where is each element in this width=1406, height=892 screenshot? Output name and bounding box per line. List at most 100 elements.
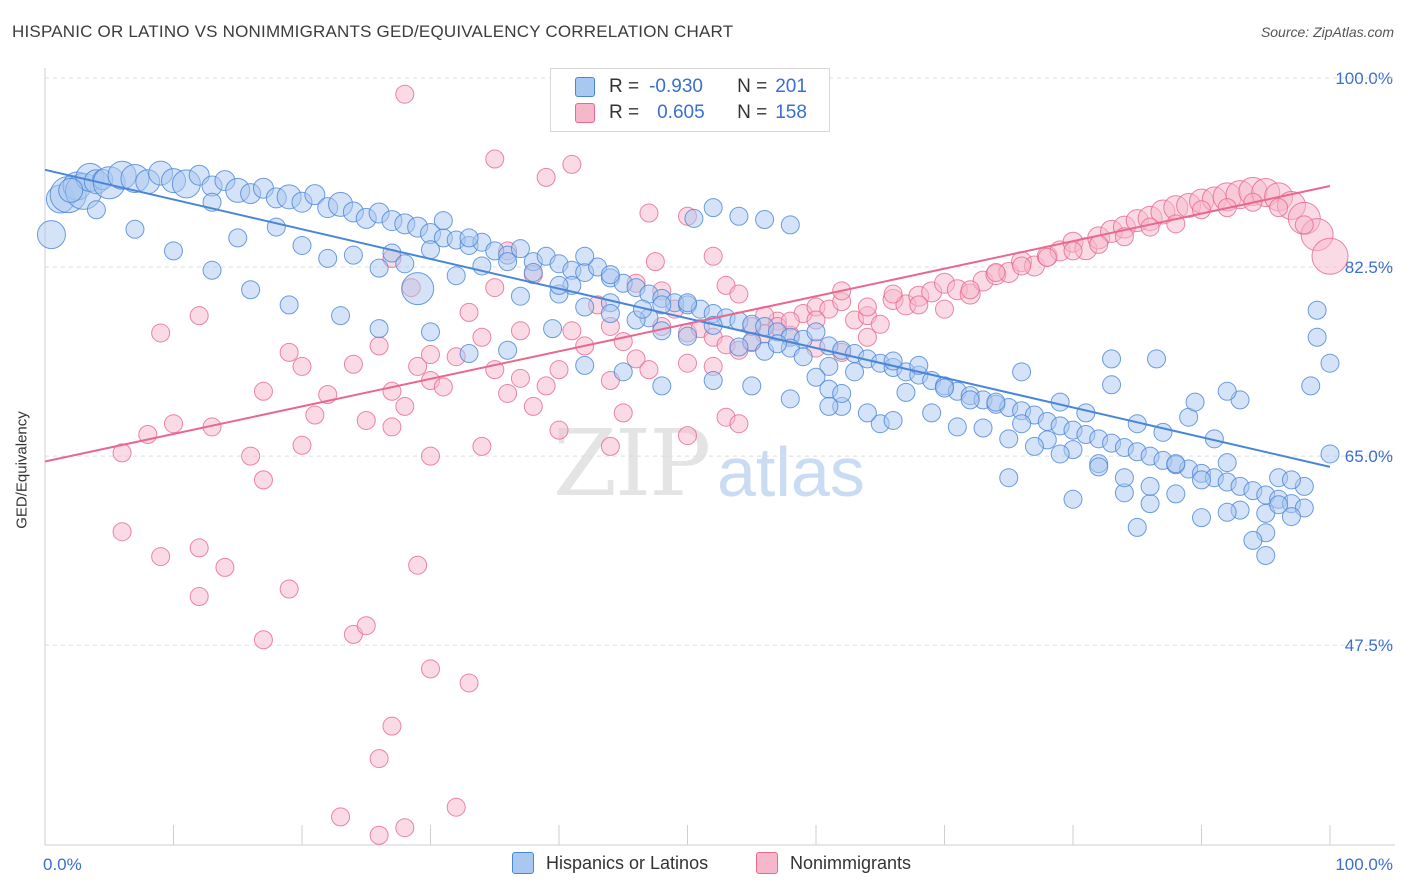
legend-n-value-2: 158 <box>775 102 807 123</box>
hispanic-point <box>266 217 286 237</box>
hispanic-point <box>742 376 762 396</box>
nonimmigrant-point <box>215 557 235 577</box>
nonimmigrant-trend-line <box>44 185 1331 463</box>
nonimmigrant-point <box>253 381 273 401</box>
nonimmigrant-point <box>1192 200 1211 220</box>
nonimmigrant-point <box>189 587 209 607</box>
nonimmigrant-point <box>112 522 132 542</box>
hispanic-point <box>703 198 723 218</box>
hispanic-point <box>1166 454 1186 474</box>
hispanic-point <box>510 286 530 306</box>
hispanic-point <box>922 403 942 423</box>
nonimmigrant-point <box>857 327 877 347</box>
bottom-legend-hispanics[interactable]: Hispanics or Latinos <box>512 852 708 874</box>
nonimmigrant-point <box>305 405 325 425</box>
nonimmigrant-point <box>510 321 530 341</box>
hispanic-point <box>1012 414 1032 434</box>
hispanic-point <box>523 262 543 282</box>
hispanic-point <box>228 228 248 248</box>
hispanic-point <box>1320 353 1340 373</box>
nonimmigrant-point <box>549 360 569 380</box>
source-label: Source: ZipAtlas.com <box>1260 24 1394 40</box>
nonimmigrant-point <box>241 446 261 466</box>
legend-n-value-1: 201 <box>775 76 807 97</box>
nonimmigrant-point <box>421 345 440 365</box>
hispanic-point <box>652 376 672 396</box>
nonimmigrant-point <box>703 246 723 266</box>
hispanic-point <box>241 280 261 300</box>
nonimmigrant-point <box>408 555 428 575</box>
nonimmigrant-point <box>369 825 389 845</box>
hispanic-point <box>401 272 435 306</box>
y-tick-label: 82.5% <box>1345 258 1393 277</box>
hispanic-point <box>780 215 800 235</box>
hispanic-point <box>883 410 903 430</box>
hispanic-point <box>575 246 595 266</box>
nonimmigrant-point <box>331 807 351 827</box>
hispanic-point <box>1307 300 1327 320</box>
legend-n-label-1: N = <box>737 76 768 97</box>
nonimmigrant-point <box>1012 256 1032 276</box>
nonimmigrant-point <box>189 538 209 558</box>
hispanic-point <box>999 468 1019 488</box>
hispanic-point <box>600 265 620 285</box>
nonimmigrant-point <box>356 616 376 636</box>
hispanic-point <box>1301 376 1321 396</box>
nonimmigrant-point <box>382 716 402 736</box>
legend-row-nonimmigrants: R = 0.605 N = 158 <box>575 101 807 125</box>
nonimmigrant-point <box>857 297 877 317</box>
legend-swatch-pink <box>575 103 595 123</box>
nonimmigrant-point <box>485 278 505 298</box>
nonimmigrant-point <box>343 354 363 374</box>
hispanic-point <box>1102 349 1122 369</box>
nonimmigrant-point <box>536 167 556 187</box>
hispanic-point <box>369 258 389 278</box>
nonimmigrant-point <box>459 673 479 693</box>
nonimmigrant-point <box>395 84 415 104</box>
nonimmigrant-point <box>883 284 903 304</box>
hispanic-point <box>1217 381 1237 401</box>
hispanic-point <box>729 337 749 357</box>
nonimmigrant-point <box>510 368 530 388</box>
nonimmigrant-point <box>369 336 389 356</box>
hispanic-point <box>832 383 852 403</box>
hispanic-point <box>549 275 569 295</box>
hispanic-point <box>1050 444 1070 464</box>
nonimmigrant-point <box>639 203 659 223</box>
hispanic-point <box>433 211 453 231</box>
hispanic-point <box>36 220 66 250</box>
nonimmigrant-point <box>279 579 299 599</box>
hispanic-point <box>369 319 389 339</box>
hispanic-point <box>421 322 440 342</box>
hispanic-point <box>331 306 351 326</box>
nonimmigrant-point <box>678 353 697 373</box>
nonimmigrant-point <box>485 149 505 169</box>
hispanic-point <box>1102 375 1122 395</box>
x-tick-label-max: 100.0% <box>1335 855 1393 874</box>
y-tick-label: 47.5% <box>1345 636 1393 655</box>
legend-r-value-2: 0.605 <box>657 102 705 123</box>
hispanic-point <box>510 239 530 259</box>
hispanic-point <box>857 403 877 423</box>
nonimmigrant-point <box>356 410 376 430</box>
hispanic-point <box>684 208 704 228</box>
hispanic-point <box>999 429 1019 449</box>
nonimmigrant-point <box>523 396 543 416</box>
hispanic-point <box>1063 489 1083 509</box>
nonimmigrant-point <box>395 818 415 838</box>
hispanic-point <box>164 241 183 261</box>
x-tick-label-min: 0.0% <box>43 855 82 874</box>
nonimmigrant-point <box>292 435 312 455</box>
hispanic-point <box>575 297 595 317</box>
watermark-atlas: atlas <box>717 433 865 511</box>
bottom-legend-nonimmigrants[interactable]: Nonimmigrants <box>756 852 911 874</box>
nonimmigrant-point <box>164 414 183 434</box>
hispanic-point <box>575 355 595 375</box>
nonimmigrant-point <box>253 630 273 650</box>
nonimmigrant-point <box>613 403 633 423</box>
hispanic-point <box>973 418 993 438</box>
hispanic-point <box>1281 470 1301 490</box>
hispanic-point <box>86 200 106 220</box>
hispanic-point <box>600 304 620 324</box>
hispanic-point <box>1166 484 1186 504</box>
